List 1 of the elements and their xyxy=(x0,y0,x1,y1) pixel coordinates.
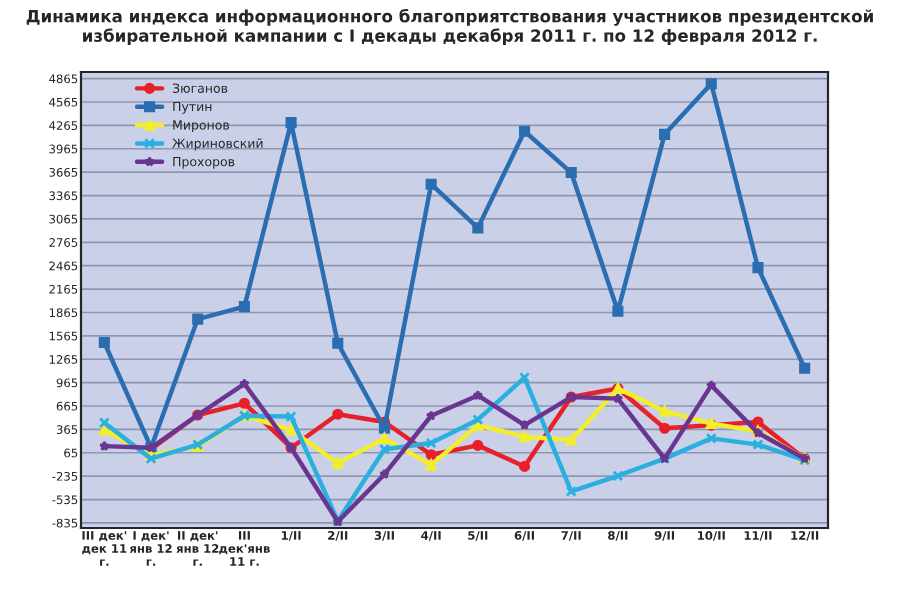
chart-title: Динамика индекса информационного благоприятствования участников президентской избирательной кампании с I декады декабря 2011 г. по 12 февраля 2012 г. xyxy=(26,9,873,46)
